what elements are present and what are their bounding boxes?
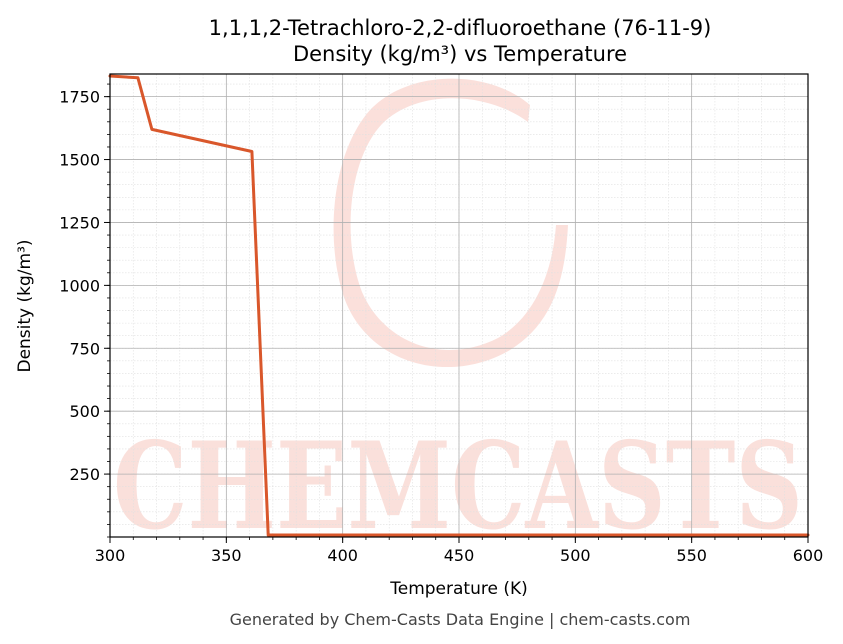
- x-axis: 300 350 400 450 500 550 600: [95, 537, 824, 565]
- chart-subtitle: Density (kg/m³) vs Temperature: [293, 42, 627, 66]
- chart-title: 1,1,1,2-Tetrachloro-2,2-difluoroethane (…: [209, 16, 712, 40]
- watermark: CHEMCASTS: [113, 78, 803, 557]
- series-layer: [108, 74, 810, 537]
- y-axis: 250 500 750 1000 1250 1500 1750: [59, 83, 110, 538]
- x-tick-label: 550: [676, 546, 707, 565]
- x-tick-label: 350: [211, 546, 242, 565]
- y-tick-label: 1500: [59, 151, 100, 170]
- y-tick-label: 1750: [59, 88, 100, 107]
- x-tick-label: 400: [327, 546, 358, 565]
- series-line: [108, 74, 810, 537]
- x-axis-label: Temperature (K): [389, 579, 528, 599]
- x-tick-label: 300: [95, 546, 126, 565]
- y-tick-label: 250: [69, 465, 100, 484]
- x-tick-label: 500: [560, 546, 591, 565]
- y-tick-label: 1000: [59, 276, 100, 295]
- y-axis-label: Density (kg/m³): [15, 239, 35, 372]
- y-tick-label: 500: [69, 402, 100, 421]
- x-tick-label: 600: [793, 546, 824, 565]
- y-tick-label: 750: [69, 339, 100, 358]
- x-tick-label: 450: [444, 546, 475, 565]
- y-tick-label: 1250: [59, 213, 100, 232]
- footer-credit: Generated by Chem-Casts Data Engine | ch…: [230, 610, 691, 629]
